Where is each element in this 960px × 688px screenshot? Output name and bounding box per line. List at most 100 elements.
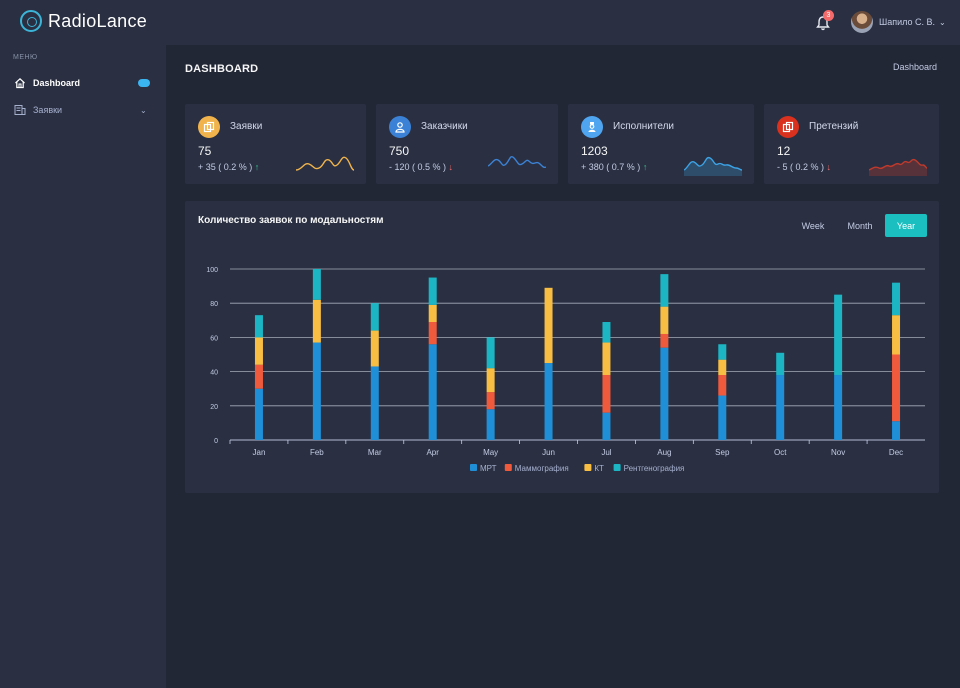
- legend-swatch: [470, 464, 477, 471]
- card-icon-badge: [777, 116, 799, 138]
- x-tick-label: May: [483, 448, 498, 457]
- logo-icon: [20, 10, 42, 32]
- bar-segment[interactable]: [254, 388, 263, 440]
- bar-segment[interactable]: [544, 363, 553, 440]
- y-tick-label: 20: [210, 404, 218, 411]
- bar-segment[interactable]: [718, 375, 727, 396]
- sidebar-item-requests[interactable]: Заявки ⌄: [0, 99, 166, 121]
- card-change: + 35 ( 0.2 % ) ↑: [198, 162, 260, 172]
- bar-segment[interactable]: [892, 421, 901, 440]
- sparkline: [488, 155, 546, 169]
- legend-label[interactable]: МРТ: [480, 464, 497, 473]
- x-tick-label: Dec: [889, 448, 903, 457]
- card-title: Заявки: [230, 121, 263, 132]
- card-value: 1203: [581, 144, 608, 158]
- logo-text: RadioLance: [48, 10, 148, 31]
- legend-label[interactable]: Маммография: [515, 464, 569, 473]
- stat-card-customers: Заказчики 750 - 120 ( 0.5 % ) ↓: [376, 104, 558, 184]
- bar-segment[interactable]: [660, 306, 669, 334]
- x-tick-label: Aug: [657, 448, 671, 457]
- bar-segment[interactable]: [602, 375, 611, 413]
- notification-badge: 3: [823, 10, 834, 21]
- period-month-button[interactable]: Month: [847, 220, 873, 231]
- arrow-down-icon: ↓: [826, 162, 832, 172]
- bar-segment[interactable]: [718, 344, 727, 360]
- bar-segment[interactable]: [660, 333, 669, 348]
- user-icon: [395, 122, 405, 133]
- bar-segment[interactable]: [428, 344, 437, 440]
- arrow-up-icon: ↑: [254, 162, 260, 172]
- legend-label[interactable]: Рентгенография: [624, 464, 685, 473]
- x-tick-label: Oct: [774, 448, 787, 457]
- bar-segment[interactable]: [486, 409, 495, 440]
- x-tick-label: Mar: [368, 448, 382, 457]
- bar-segment[interactable]: [718, 359, 727, 376]
- bar-segment[interactable]: [370, 330, 379, 367]
- chart-panel: Количество заявок по модальностям Week M…: [185, 201, 939, 493]
- card-icon-badge: [581, 116, 603, 138]
- breadcrumb[interactable]: Dashboard: [893, 62, 938, 72]
- bar-segment[interactable]: [428, 322, 437, 345]
- y-tick-label: 100: [206, 267, 218, 274]
- bar-segment[interactable]: [660, 274, 669, 307]
- chevron-down-icon: ⌄: [140, 105, 147, 115]
- bar-segment[interactable]: [892, 315, 901, 355]
- bar-segment[interactable]: [486, 368, 495, 393]
- y-tick-label: 0: [214, 438, 218, 445]
- bar-segment[interactable]: [486, 392, 495, 410]
- bar-segment[interactable]: [660, 347, 669, 440]
- card-change: + 380 ( 0.7 % ) ↑: [581, 162, 648, 172]
- user-name: Шапило С. В.: [879, 17, 936, 27]
- bar-segment[interactable]: [312, 299, 321, 343]
- sidebar-menu-title: МЕНЮ: [13, 54, 38, 61]
- bar-segment[interactable]: [776, 352, 785, 376]
- bar-segment[interactable]: [312, 342, 321, 440]
- bar-segment[interactable]: [776, 375, 785, 440]
- x-tick-label: Apr: [426, 448, 439, 457]
- bar-segment[interactable]: [254, 364, 263, 389]
- bar-segment[interactable]: [370, 303, 379, 331]
- top-header: RadioLance 3 Шапило С. В. ⌄: [0, 0, 960, 45]
- bar-segment[interactable]: [602, 412, 611, 440]
- card-icon-badge: [198, 116, 220, 138]
- card-title: Заказчики: [421, 121, 468, 132]
- x-tick-label: Jul: [601, 448, 611, 457]
- bar-segment[interactable]: [428, 304, 437, 323]
- period-year-button[interactable]: Year: [885, 214, 927, 237]
- app-logo[interactable]: RadioLance: [20, 10, 147, 32]
- stat-card-executors: Исполнители 1203 + 380 ( 0.7 % ) ↑: [568, 104, 754, 184]
- bar-segment[interactable]: [428, 277, 437, 305]
- period-week-button[interactable]: Week: [801, 220, 825, 231]
- y-tick-label: 80: [210, 301, 218, 308]
- legend-swatch: [504, 464, 512, 471]
- bar-segment[interactable]: [834, 294, 843, 376]
- bar-segment[interactable]: [254, 337, 263, 365]
- bar-segment[interactable]: [370, 366, 379, 440]
- sidebar: МЕНЮ Dashboard Заявки ⌄: [0, 45, 166, 688]
- copy-icon: [203, 121, 215, 133]
- copy-icon: [782, 121, 794, 133]
- chevron-down-icon: ⌄: [939, 17, 946, 27]
- card-value: 75: [198, 144, 212, 158]
- bar-segment[interactable]: [834, 375, 843, 440]
- card-change: - 120 ( 0.5 % ) ↓: [389, 162, 454, 172]
- user-menu[interactable]: Шапило С. В. ⌄: [851, 11, 946, 33]
- bar-segment[interactable]: [892, 282, 901, 316]
- legend-label[interactable]: КТ: [594, 464, 604, 473]
- bar-segment[interactable]: [892, 354, 901, 422]
- doctor-icon: [588, 122, 596, 132]
- bar-segment[interactable]: [544, 287, 553, 364]
- x-tick-label: Jan: [253, 448, 266, 457]
- bar-segment[interactable]: [602, 342, 611, 376]
- card-title: Претензий: [809, 121, 859, 132]
- sparkline: [869, 158, 927, 176]
- sidebar-item-dashboard[interactable]: Dashboard: [0, 72, 166, 94]
- requests-icon: [14, 105, 26, 115]
- bar-segment[interactable]: [718, 395, 727, 440]
- legend-swatch: [584, 464, 592, 471]
- y-tick-label: 60: [210, 335, 218, 342]
- bar-segment[interactable]: [312, 269, 321, 300]
- bar-segment[interactable]: [602, 322, 611, 343]
- bar-segment[interactable]: [254, 315, 263, 338]
- bar-segment[interactable]: [486, 337, 495, 369]
